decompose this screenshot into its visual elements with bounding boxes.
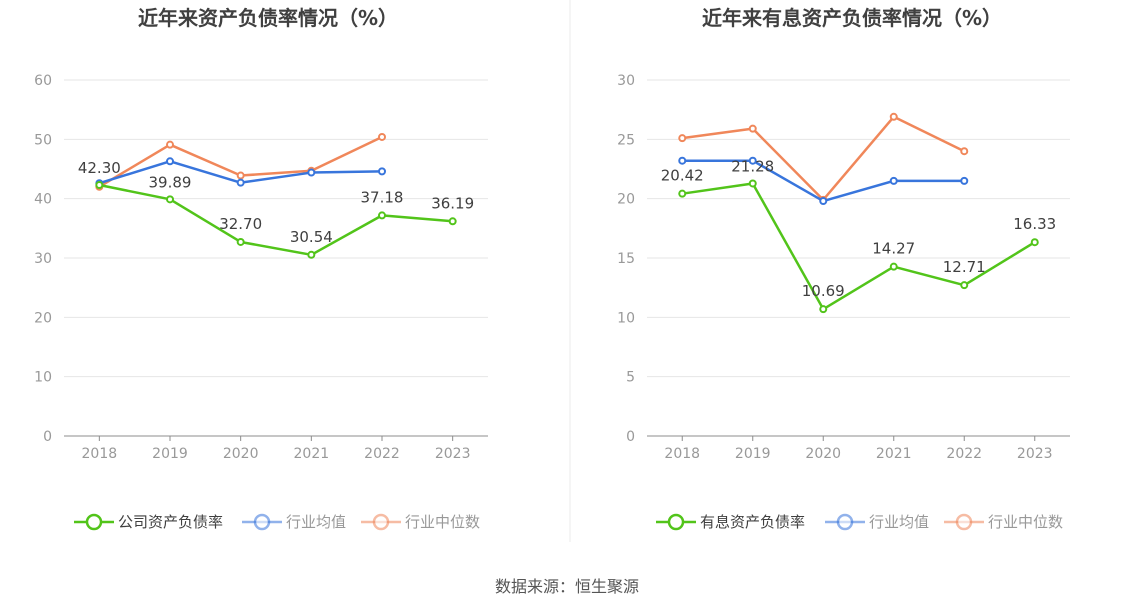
- data-label: 12.71: [943, 258, 986, 276]
- x-tick-label: 2022: [364, 446, 400, 462]
- data-label: 21.28: [731, 157, 774, 175]
- data-point-avg: [236, 178, 245, 187]
- x-tick-label: 2021: [876, 446, 912, 462]
- data-label: 36.19: [431, 194, 474, 212]
- legend-label: 公司资产负债率: [118, 513, 223, 531]
- data-label: 42.30: [78, 159, 121, 177]
- data-point-company: [95, 181, 104, 190]
- data-point-company: [378, 211, 386, 220]
- y-tick-label: 10: [34, 370, 52, 386]
- data-point-avg: [960, 176, 969, 185]
- data-point-company: [889, 262, 898, 271]
- data-point-median: [889, 112, 898, 121]
- legend-swatch-marker: [667, 513, 685, 531]
- x-tick-label: 2023: [1017, 446, 1053, 462]
- data-point-avg: [678, 156, 687, 165]
- legend-item-median: 行业中位数: [361, 513, 480, 531]
- chart-title: 近年来有息资产负债率情况（%）: [702, 6, 1002, 30]
- data-label: 10.69: [802, 282, 845, 300]
- y-tick-label: 50: [34, 132, 52, 148]
- legend-item-median: 行业中位数: [944, 513, 1063, 531]
- chart-debt-ratio: 近年来资产负债率情况（%） 0 10 20 30 40 50 60 2018 2019 2020 20…: [34, 6, 488, 531]
- data-source: 数据来源：恒生聚源: [495, 577, 639, 596]
- data-point-avg: [889, 176, 898, 185]
- y-tick-label: 0: [43, 429, 52, 445]
- data-label: 39.89: [149, 173, 192, 191]
- data-point-avg: [307, 168, 316, 177]
- data-point-median: [678, 134, 687, 143]
- chart-interest-bearing-debt-ratio: 近年来有息资产负债率情况（%） 0 5 10 15 20 25 30 2018 2019 2020 2…: [617, 6, 1070, 531]
- legend-swatch-marker: [372, 513, 390, 531]
- data-label: 32.70: [219, 215, 262, 233]
- legend-swatch-marker: [955, 513, 973, 531]
- y-tick-label: 25: [617, 132, 635, 148]
- data-label: 20.42: [661, 167, 704, 185]
- data-label: 30.54: [290, 228, 333, 246]
- legend-swatch-marker: [85, 513, 103, 531]
- data-point-company: [236, 237, 245, 246]
- legend-item-avg: 行业均值: [242, 513, 346, 531]
- x-tick-label: 2021: [294, 446, 330, 462]
- chart-title: 近年来资产负债率情况（%）: [138, 6, 398, 30]
- data-label: 14.27: [872, 240, 915, 258]
- data-point-median: [166, 140, 174, 149]
- data-label: 37.18: [361, 188, 404, 206]
- x-tick-label: 2020: [223, 446, 259, 462]
- y-tick-label: 5: [626, 370, 635, 386]
- data-point-company: [748, 179, 757, 188]
- data-point-avg: [378, 167, 386, 176]
- legend-label: 行业均值: [869, 513, 929, 531]
- y-tick-label: 40: [34, 192, 52, 208]
- data-point-median: [748, 124, 757, 133]
- x-tick-label: 2020: [805, 446, 841, 462]
- data-point-avg: [166, 157, 174, 166]
- data-point-company: [678, 189, 687, 198]
- data-point-company: [819, 305, 828, 314]
- legend-item-company: 公司资产负债率: [74, 513, 223, 531]
- data-point-company: [1030, 238, 1039, 247]
- series-line-company: [99, 183, 453, 257]
- x-tick-label: 2018: [82, 446, 118, 462]
- legend-swatch-marker: [253, 513, 271, 531]
- x-tick-label: 2019: [152, 446, 188, 462]
- x-tick-label: 2018: [664, 446, 700, 462]
- legend-label: 行业均值: [286, 513, 346, 531]
- legend-item-avg: 行业均值: [825, 513, 929, 531]
- y-tick-label: 20: [34, 310, 52, 326]
- y-tick-label: 15: [617, 251, 635, 267]
- x-tick-label: 2022: [946, 446, 982, 462]
- y-tick-label: 30: [34, 251, 52, 267]
- x-tick-label: 2019: [735, 446, 771, 462]
- data-label: 16.33: [1013, 215, 1056, 233]
- data-point-company: [960, 281, 969, 290]
- y-tick-label: 20: [617, 192, 635, 208]
- series-line-company: [682, 182, 1036, 311]
- series-line-avg: [682, 159, 965, 203]
- y-tick-label: 10: [617, 310, 635, 326]
- legend-label: 行业中位数: [988, 513, 1063, 531]
- data-point-median: [960, 147, 969, 156]
- legend-label: 有息资产负债率: [700, 513, 805, 531]
- data-point-avg: [748, 156, 757, 165]
- y-tick-label: 60: [34, 73, 52, 89]
- y-tick-label: 0: [626, 429, 635, 445]
- legend-label: 行业中位数: [405, 513, 480, 531]
- data-point-company: [448, 217, 457, 226]
- data-point-avg: [819, 197, 828, 206]
- x-tick-label: 2023: [435, 446, 471, 462]
- legend-item-company: 有息资产负债率: [656, 513, 805, 531]
- data-point-company: [307, 250, 316, 259]
- y-tick-label: 30: [617, 73, 635, 89]
- legend-swatch-marker: [836, 513, 854, 531]
- data-point-company: [166, 195, 174, 204]
- data-point-median: [236, 171, 245, 180]
- data-point-median: [378, 132, 386, 141]
